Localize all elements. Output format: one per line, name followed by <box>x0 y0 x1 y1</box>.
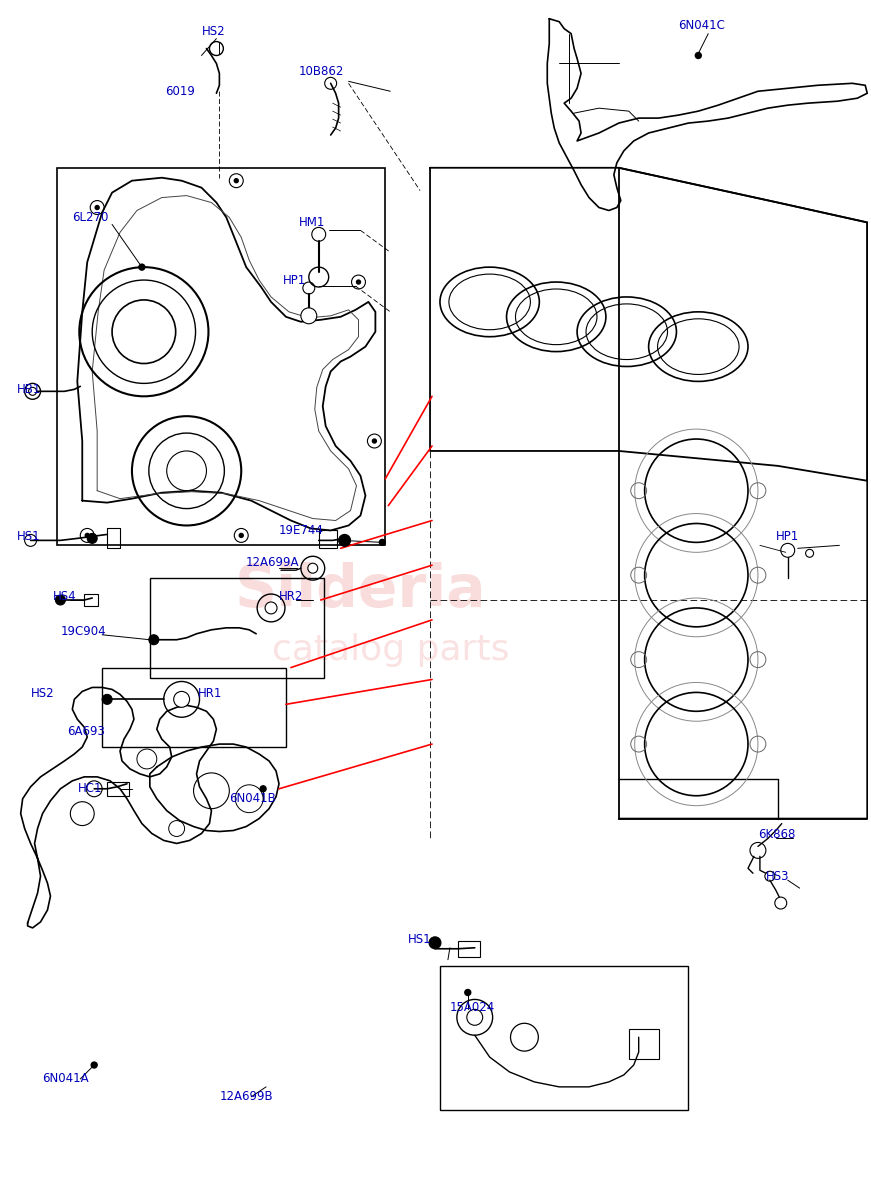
Circle shape <box>56 595 65 605</box>
Text: Silderia: Silderia <box>234 562 486 618</box>
Text: HP1: HP1 <box>776 530 799 542</box>
Circle shape <box>775 898 787 910</box>
Circle shape <box>87 534 98 544</box>
Text: HS4: HS4 <box>52 589 76 602</box>
Text: 6019: 6019 <box>165 85 194 97</box>
Text: 6K868: 6K868 <box>758 828 795 841</box>
Circle shape <box>467 1009 483 1025</box>
Text: catalog parts: catalog parts <box>272 632 509 667</box>
Bar <box>102 667 286 748</box>
Bar <box>319 530 336 548</box>
Text: HB1: HB1 <box>17 383 41 396</box>
Text: 6N041B: 6N041B <box>229 792 276 805</box>
Circle shape <box>380 539 385 545</box>
Circle shape <box>373 439 376 443</box>
Text: 12A699B: 12A699B <box>219 1091 273 1103</box>
Bar <box>458 941 480 956</box>
Circle shape <box>339 534 350 546</box>
Bar <box>57 168 385 545</box>
Text: 19C904: 19C904 <box>60 625 106 638</box>
Circle shape <box>465 990 470 996</box>
Bar <box>84 594 98 606</box>
Circle shape <box>138 264 145 270</box>
Circle shape <box>356 280 361 284</box>
Circle shape <box>173 691 190 707</box>
Bar <box>440 966 688 1110</box>
Text: HS2: HS2 <box>201 25 225 38</box>
Text: 12A699A: 12A699A <box>246 556 299 569</box>
Text: HS2: HS2 <box>30 686 54 700</box>
Text: 6N041A: 6N041A <box>43 1073 89 1086</box>
Text: HR2: HR2 <box>279 589 303 602</box>
Text: 10B862: 10B862 <box>299 65 344 78</box>
Circle shape <box>240 534 243 538</box>
Text: 6A693: 6A693 <box>67 725 105 738</box>
Circle shape <box>429 937 441 949</box>
Text: 15A024: 15A024 <box>450 1001 495 1014</box>
Bar <box>629 1030 658 1060</box>
Text: HR1: HR1 <box>198 686 222 700</box>
Circle shape <box>260 786 266 792</box>
Circle shape <box>29 388 37 395</box>
Text: HC1: HC1 <box>78 782 103 796</box>
Circle shape <box>149 635 159 644</box>
Circle shape <box>102 695 112 704</box>
Circle shape <box>91 1062 98 1068</box>
Circle shape <box>695 53 701 59</box>
Text: HP1: HP1 <box>283 274 307 287</box>
Text: HS1: HS1 <box>408 934 432 947</box>
Circle shape <box>85 534 89 538</box>
Circle shape <box>95 205 99 210</box>
Circle shape <box>300 308 317 324</box>
Bar <box>150 578 324 678</box>
Circle shape <box>265 602 277 614</box>
Text: 6L270: 6L270 <box>72 211 109 224</box>
Text: HM1: HM1 <box>299 216 325 229</box>
Bar <box>107 782 129 796</box>
Text: HS3: HS3 <box>766 870 789 883</box>
Text: 6N041C: 6N041C <box>679 19 726 32</box>
Text: HS1: HS1 <box>17 530 40 542</box>
Circle shape <box>307 563 318 574</box>
Circle shape <box>234 179 239 182</box>
Text: 19E744: 19E744 <box>279 524 324 536</box>
